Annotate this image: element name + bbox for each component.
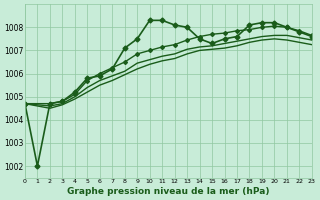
- X-axis label: Graphe pression niveau de la mer (hPa): Graphe pression niveau de la mer (hPa): [67, 187, 270, 196]
